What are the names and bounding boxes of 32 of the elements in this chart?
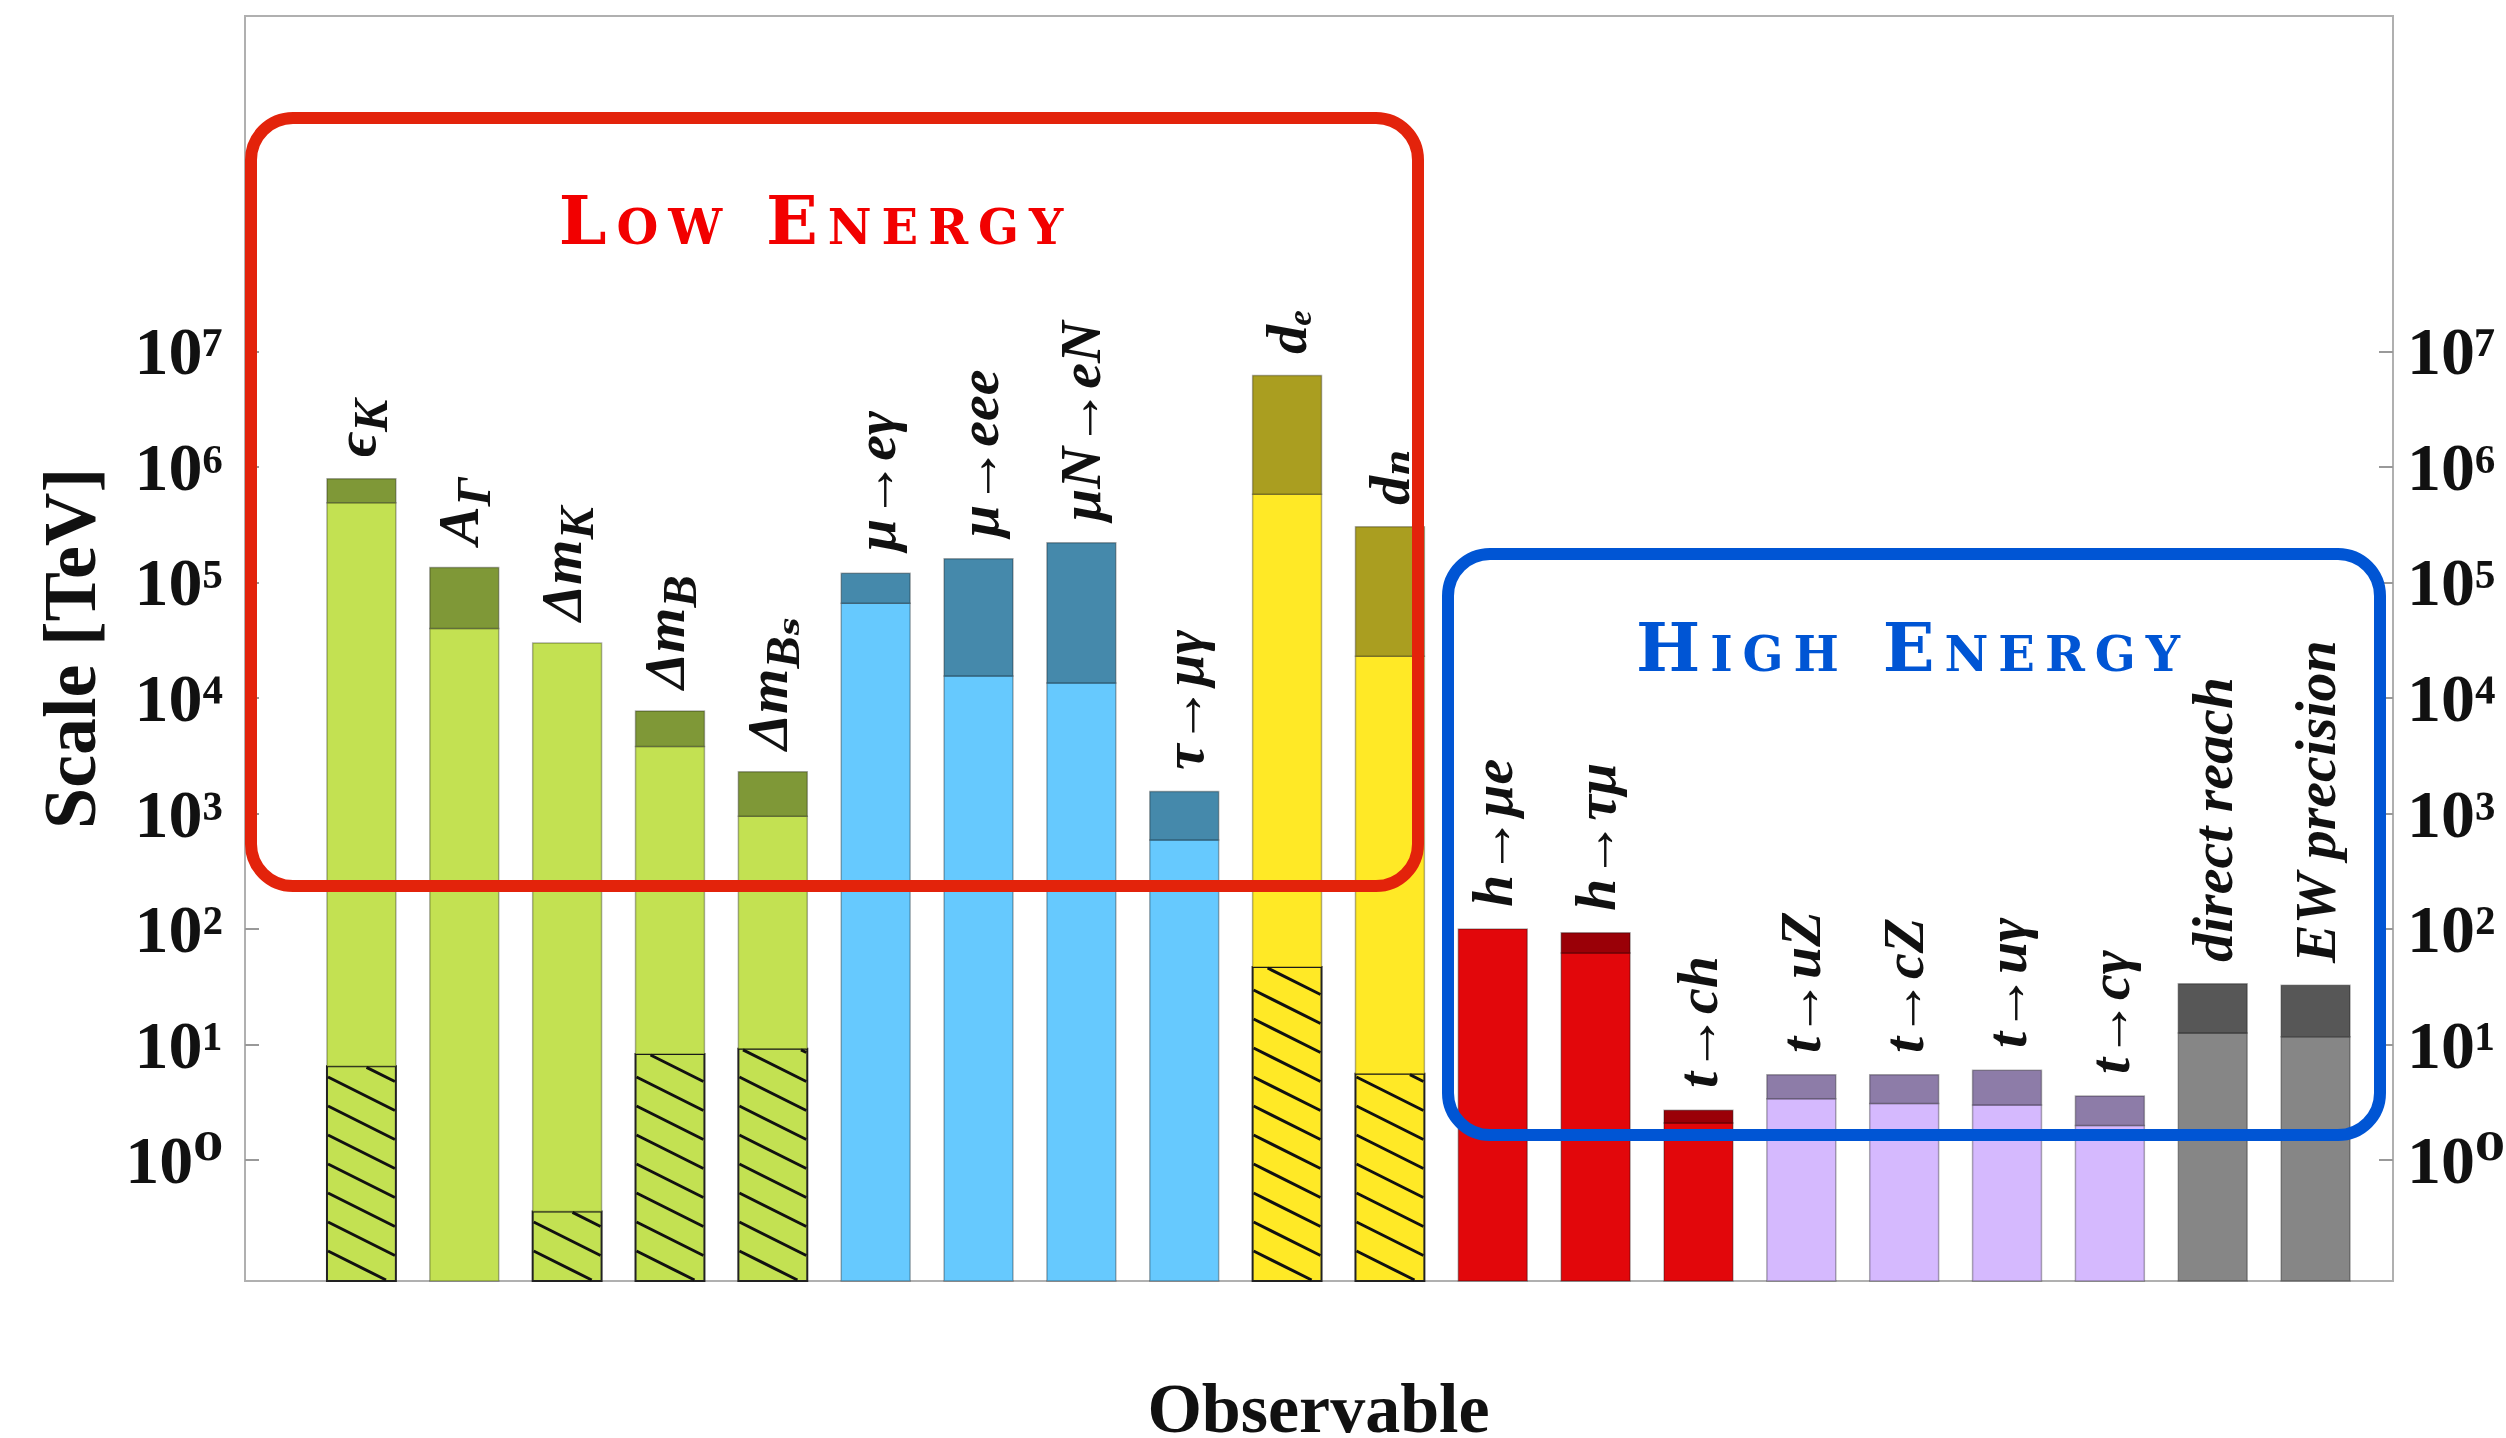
y-tick-label: 10⁷ <box>2407 313 2496 390</box>
x-tick-label: EW precision <box>2282 640 2348 964</box>
text: 10² <box>134 891 223 968</box>
x-axis-title: Observable <box>1147 1369 1490 1438</box>
x-tick-label: h→μe <box>1459 758 1525 908</box>
bar <box>1457 928 1528 1282</box>
text: 10⁷ <box>134 313 223 390</box>
x-tick-label: t→uγ <box>1974 917 2040 1049</box>
x-tick-label: τ→μγ <box>1151 629 1217 770</box>
y-tick-label: 10⁰ <box>2407 1122 2505 1199</box>
y-axis-title: Scale [TeV] <box>29 467 111 830</box>
text: 10⁰ <box>125 1122 223 1199</box>
x-tick-label: t→ch <box>1665 956 1731 1089</box>
x-tick-label: μ→eγ <box>842 411 908 552</box>
y-tick-label: 10² <box>2407 891 2496 968</box>
y-tick-label: 10⁴ <box>2407 660 2496 737</box>
x-tick-label: dₙ <box>1356 449 1422 505</box>
y-tick-label: 10⁶ <box>2407 428 2496 505</box>
x-tick-label: t→cγ <box>2076 949 2142 1074</box>
text: 10⁴ <box>134 660 223 737</box>
x-tick-label: t→cZ <box>1871 917 1937 1053</box>
x-tick-label: t→uZ <box>1768 910 1834 1053</box>
text: 10⁶ <box>134 428 223 505</box>
x-tick-label: h→τμ <box>1562 762 1628 911</box>
y-tick-label: 10¹ <box>2407 1006 2496 1083</box>
y-tick-label: 10³ <box>2407 775 2496 852</box>
text: 10⁵ <box>134 544 223 621</box>
y-tick-label: 10⁵ <box>2407 544 2496 621</box>
x-tick-label: dₑ <box>1254 308 1320 354</box>
text: 10¹ <box>134 1006 223 1083</box>
text: 10³ <box>134 775 223 852</box>
annotation: Low Energy <box>558 180 1074 260</box>
